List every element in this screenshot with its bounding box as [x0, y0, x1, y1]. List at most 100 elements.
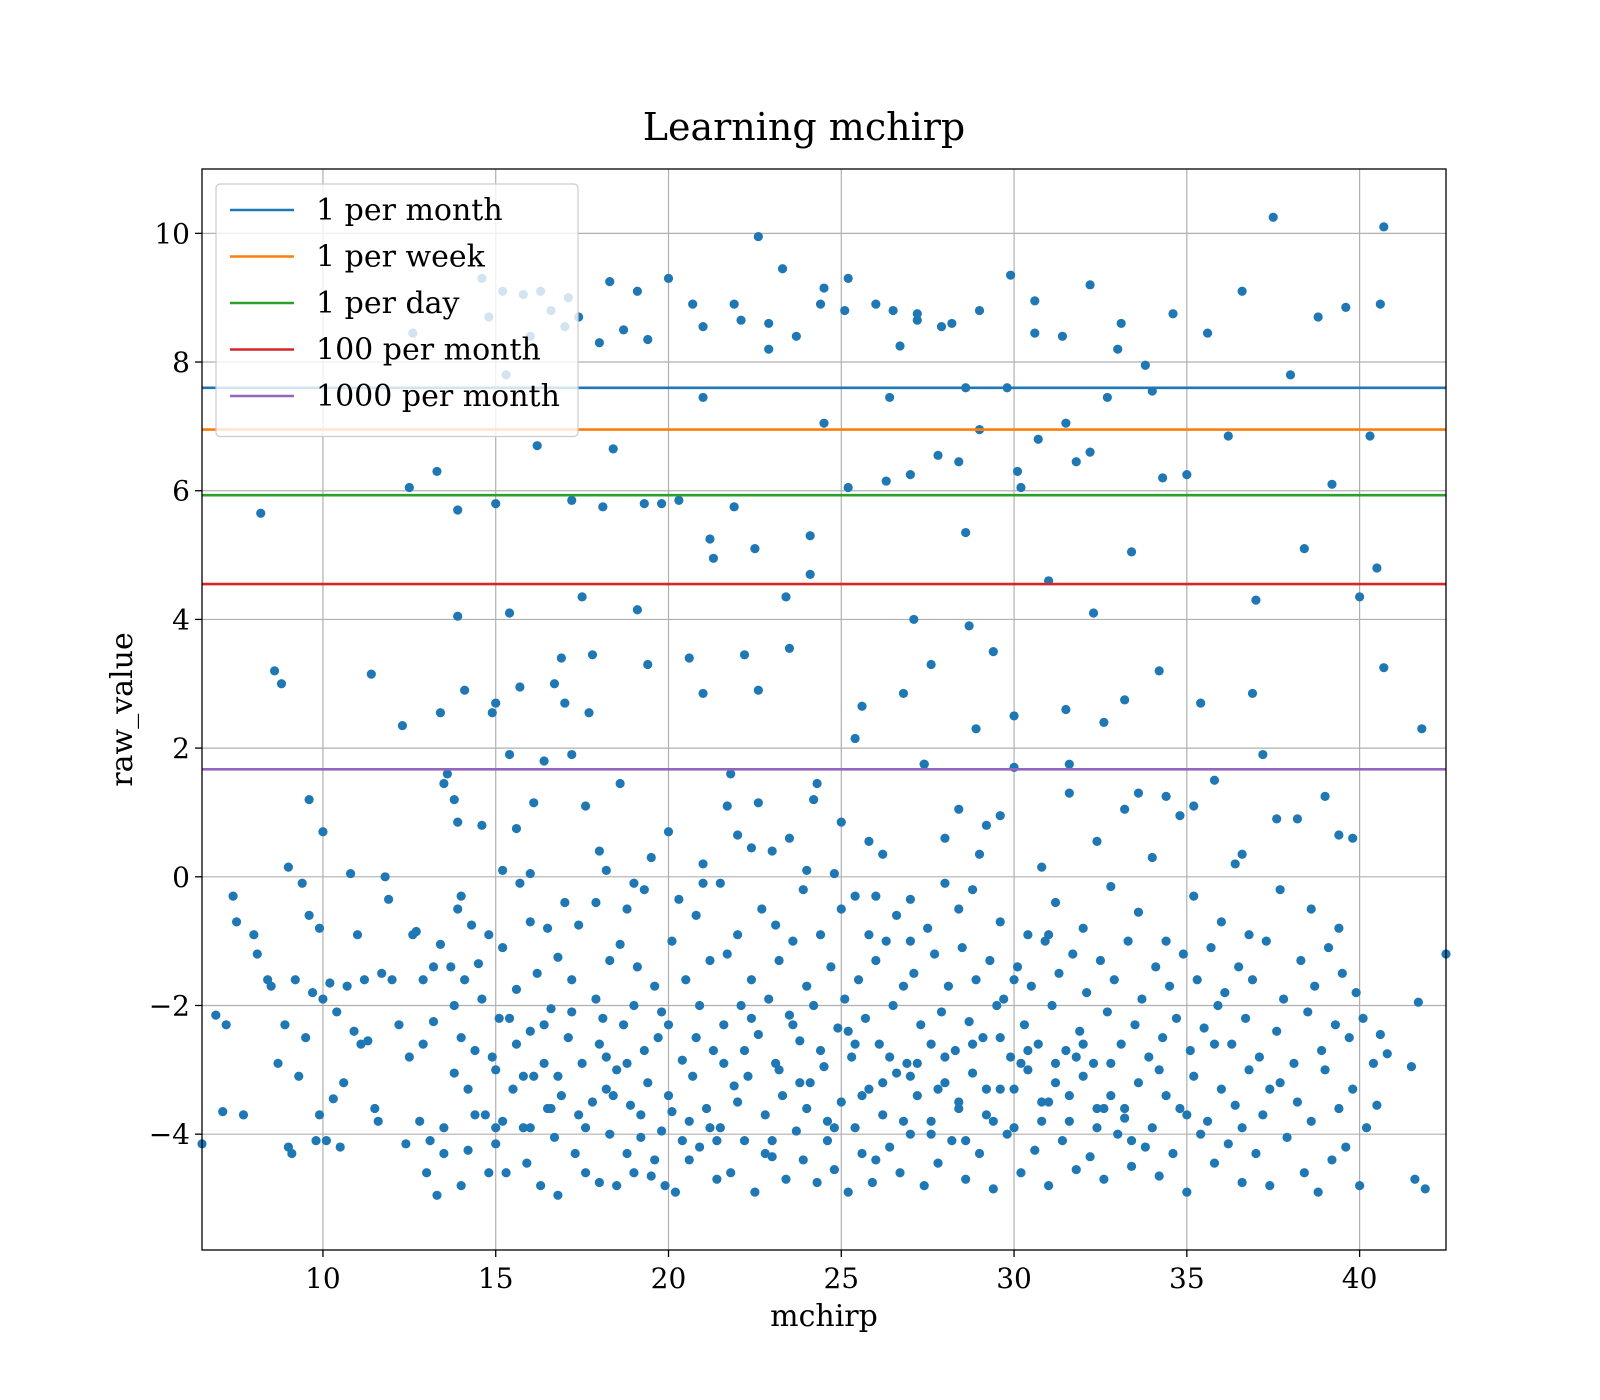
- data-point: [964, 621, 974, 631]
- data-point: [1202, 328, 1213, 338]
- data-point: [211, 1010, 221, 1020]
- data-point: [650, 1155, 660, 1165]
- data-point: [639, 498, 649, 509]
- data-point: [491, 1065, 501, 1075]
- data-point: [290, 975, 300, 985]
- data-point: [632, 962, 643, 972]
- data-point: [1113, 1129, 1123, 1139]
- data-point: [850, 1039, 860, 1049]
- plot-frame: [201, 168, 1447, 1251]
- data-point: [736, 315, 746, 325]
- data-point: [1341, 1142, 1351, 1152]
- data-point: [394, 1020, 404, 1030]
- data-point: [729, 1081, 739, 1091]
- data-point: [1120, 695, 1130, 705]
- data-point: [663, 827, 674, 837]
- data-point: [1102, 1007, 1112, 1017]
- data-point: [1182, 1110, 1192, 1120]
- data-point: [342, 981, 352, 991]
- data-point: [1064, 1116, 1074, 1126]
- data-point: [632, 605, 643, 615]
- data-point: [967, 1068, 978, 1078]
- data-point: [508, 1084, 518, 1094]
- data-point: [871, 891, 881, 901]
- data-point: [684, 1155, 694, 1165]
- data-point: [1268, 212, 1278, 222]
- axis-ticks: 10 15 20 25 30 35 40 −4 −2 0 2 4 6 8 10: [149, 217, 1378, 1295]
- data-point: [743, 1071, 753, 1081]
- data-point: [339, 1078, 349, 1088]
- data-point: [1282, 1132, 1292, 1142]
- data-point: [791, 1126, 801, 1136]
- data-point: [1375, 1029, 1385, 1040]
- data-point: [1064, 759, 1074, 769]
- data-point: [1106, 1058, 1116, 1068]
- data-point: [453, 904, 463, 914]
- data-point: [684, 1116, 694, 1126]
- data-point: [1095, 955, 1106, 966]
- data-point: [546, 1004, 556, 1014]
- data-point: [484, 1168, 494, 1178]
- data-point: [504, 749, 515, 760]
- data-point: [739, 1045, 750, 1056]
- data-point: [332, 1007, 342, 1017]
- data-point: [1006, 270, 1016, 280]
- x-tick-label: 20: [651, 1262, 687, 1295]
- data-point: [812, 778, 822, 789]
- data-point: [525, 868, 535, 879]
- data-point: [774, 955, 784, 966]
- data-point: [981, 820, 992, 830]
- x-tick-label: 10: [305, 1262, 341, 1295]
- data-point: [905, 1129, 915, 1139]
- data-point: [501, 1168, 511, 1178]
- data-point: [439, 778, 449, 789]
- data-point: [764, 318, 774, 329]
- data-point: [999, 994, 1009, 1004]
- data-point: [553, 952, 563, 962]
- data-point: [491, 1139, 501, 1149]
- data-point: [349, 1026, 359, 1036]
- data-point: [1306, 904, 1316, 914]
- data-point: [1320, 791, 1330, 801]
- data-point: [1334, 923, 1344, 933]
- data-point: [898, 981, 909, 991]
- data-point: [843, 1187, 853, 1197]
- data-point: [850, 891, 860, 901]
- data-point: [954, 904, 964, 914]
- data-point: [314, 923, 325, 933]
- data-point: [909, 614, 919, 625]
- data-point: [1209, 1158, 1220, 1168]
- data-point: [622, 1148, 632, 1159]
- data-point: [819, 283, 829, 293]
- data-point: [1230, 859, 1240, 869]
- data-point: [1061, 418, 1071, 428]
- y-tick-label: 0: [172, 861, 190, 894]
- data-point: [981, 1110, 992, 1120]
- data-point: [829, 1123, 839, 1133]
- data-point: [546, 1103, 556, 1114]
- data-point: [1220, 988, 1230, 998]
- data-point: [643, 659, 653, 670]
- data-point: [612, 1181, 622, 1191]
- data-point: [1171, 1013, 1182, 1023]
- data-point: [456, 1033, 466, 1043]
- data-point: [449, 794, 459, 805]
- data-point: [601, 865, 611, 875]
- data-point: [1247, 975, 1258, 985]
- data-point: [791, 331, 801, 341]
- data-point: [487, 1052, 497, 1062]
- data-point: [1261, 936, 1271, 946]
- data-point: [912, 1090, 922, 1101]
- data-point: [453, 611, 463, 621]
- data-point: [1189, 891, 1199, 901]
- data-point: [639, 1045, 649, 1056]
- data-point: [1313, 312, 1323, 322]
- data-point: [1061, 704, 1071, 715]
- data-point: [822, 1116, 833, 1126]
- data-point: [1379, 222, 1389, 232]
- data-point: [218, 1107, 228, 1117]
- data-point: [560, 897, 570, 908]
- data-point: [853, 975, 864, 985]
- data-point: [577, 592, 587, 602]
- data-point: [936, 1007, 947, 1017]
